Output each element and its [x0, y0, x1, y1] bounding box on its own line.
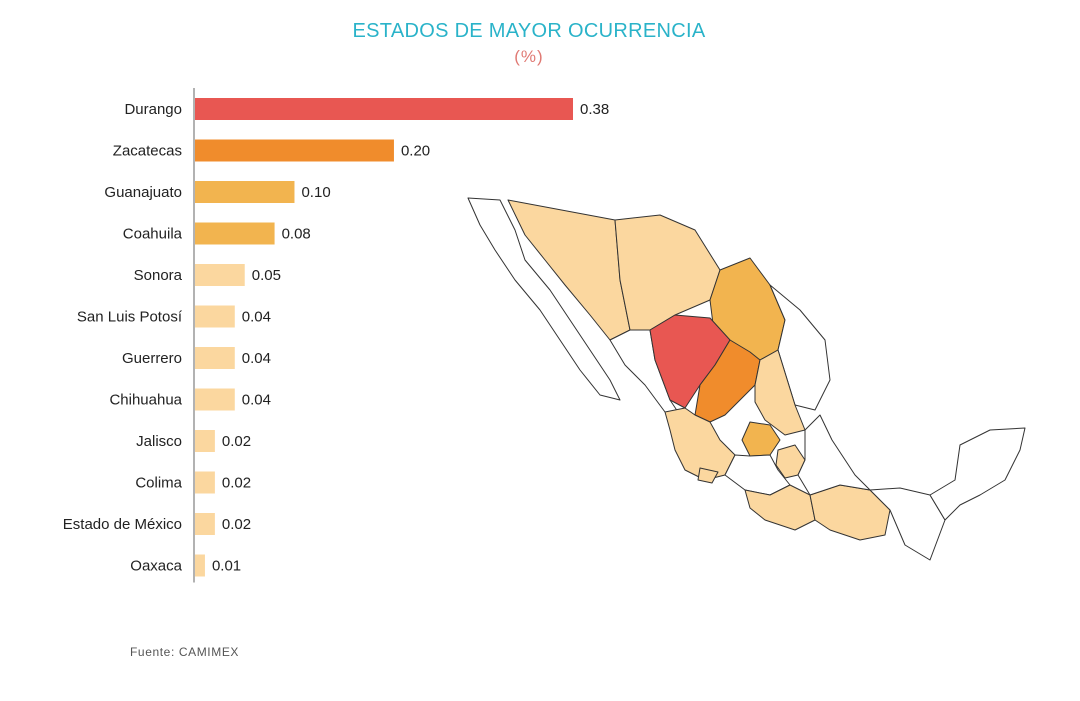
value-label: 0.02 — [222, 516, 251, 533]
value-label: 0.04 — [242, 392, 271, 409]
bar — [195, 513, 215, 535]
map-region-guerrero — [744, 484, 816, 531]
map-region-chihuahua — [614, 214, 721, 331]
map-region-yucatan — [929, 427, 1026, 521]
map-region-colima — [697, 467, 719, 484]
chart-title: ESTADOS DE MAYOR OCURRENCIA — [352, 20, 706, 42]
value-label: 0.04 — [242, 309, 271, 326]
bar — [195, 222, 275, 245]
mexico-map-icon — [467, 197, 1026, 561]
value-label: 0.08 — [282, 226, 311, 243]
category-label: Coahuila — [123, 226, 183, 243]
value-label: 0.20 — [401, 143, 430, 160]
bar — [195, 471, 215, 494]
category-label: Jalisco — [136, 433, 182, 450]
bar — [195, 98, 573, 120]
value-label: 0.05 — [252, 267, 281, 284]
category-label: Guerrero — [122, 350, 182, 367]
category-label: Oaxaca — [130, 558, 182, 575]
bar — [195, 139, 394, 162]
bar — [195, 264, 245, 286]
category-label: Guanajuato — [104, 184, 182, 201]
value-label: 0.01 — [212, 558, 241, 575]
value-label: 0.02 — [222, 433, 251, 450]
category-label: Durango — [124, 101, 182, 118]
map-region-baja — [467, 197, 621, 401]
category-label: Sonora — [134, 267, 183, 284]
map-region-zacatecas — [694, 339, 761, 423]
category-label: Colima — [135, 475, 182, 492]
map-region-northeast — [769, 284, 831, 411]
category-label: Estado de México — [63, 516, 182, 533]
category-label: Chihuahua — [109, 392, 182, 409]
value-label: 0.02 — [222, 475, 251, 492]
bar — [195, 305, 235, 328]
chart-subtitle: (%) — [514, 47, 544, 66]
bar — [195, 554, 205, 577]
value-label: 0.38 — [580, 101, 609, 118]
source-note: Fuente: CAMIMEX — [130, 645, 240, 659]
map-region-southeast — [869, 487, 946, 561]
bar — [195, 388, 235, 411]
category-label: Zacatecas — [113, 143, 182, 160]
map-region-sinaloa — [609, 329, 681, 416]
value-label: 0.10 — [301, 184, 330, 201]
bar — [195, 347, 235, 369]
map-region-veracruz — [797, 414, 871, 496]
bar — [195, 430, 215, 452]
map-region-slp — [754, 349, 806, 436]
value-label: 0.04 — [242, 350, 271, 367]
category-label: San Luis Potosí — [77, 309, 183, 326]
bar — [195, 181, 295, 203]
